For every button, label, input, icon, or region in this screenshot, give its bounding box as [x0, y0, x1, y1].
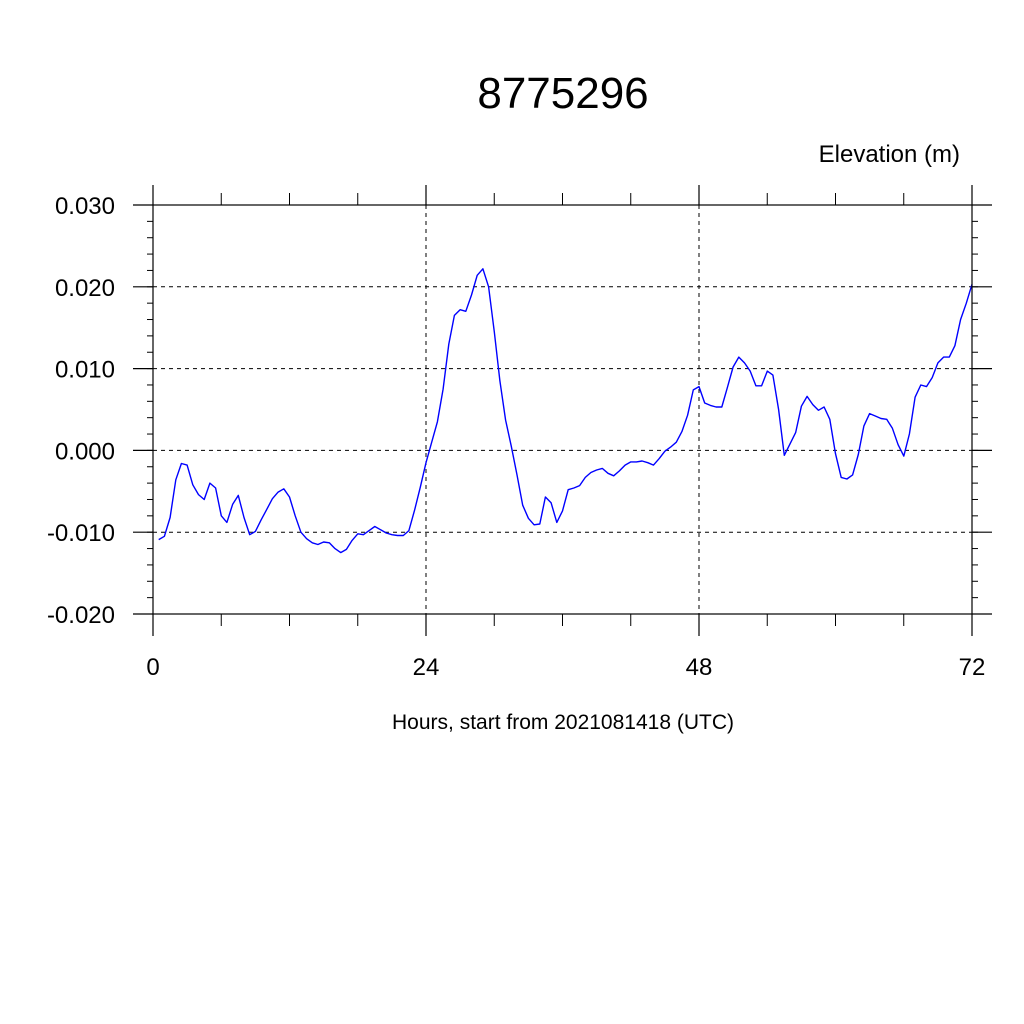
major-tick-layer — [133, 185, 992, 636]
grid-layer — [153, 205, 972, 614]
y-tick-label: -0.010 — [47, 520, 115, 547]
y-tick-label: 0.030 — [55, 193, 115, 220]
y-tick-label: 0.010 — [55, 357, 115, 384]
chart-title: 8775296 — [477, 69, 648, 118]
x-tick-label: 72 — [959, 654, 986, 681]
x-axis-label: Hours, start from 2021081418 (UTC) — [392, 711, 734, 734]
chart-subtitle: Elevation (m) — [819, 141, 960, 168]
x-tick-label: 0 — [146, 654, 159, 681]
series-layer — [158, 268, 973, 554]
x-tick-label: 48 — [686, 654, 713, 681]
elevation-series-line — [158, 268, 973, 554]
y-tick-label: 0.020 — [55, 275, 115, 302]
x-tick-label: 24 — [413, 654, 440, 681]
y-tick-label: -0.020 — [47, 602, 115, 629]
y-tick-label: 0.000 — [55, 438, 115, 465]
y-tick-labels: -0.020 -0.010 0.000 0.010 0.020 0.030 — [47, 193, 115, 629]
x-tick-labels: 0 24 48 72 — [146, 654, 985, 681]
plot-area-frame — [152, 204, 973, 615]
